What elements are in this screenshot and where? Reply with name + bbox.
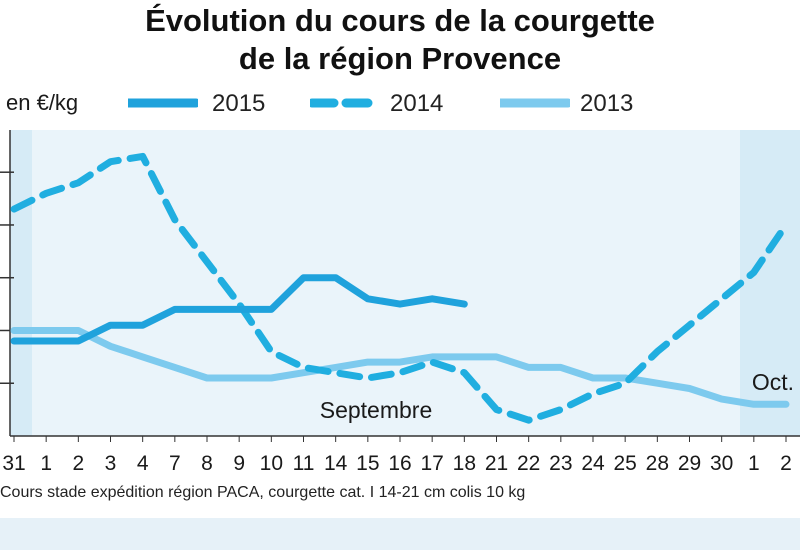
x-tick-label-8: 10 [260, 452, 283, 475]
x-tick-label-22: 30 [710, 452, 733, 475]
x-tick-label-17: 23 [549, 452, 572, 475]
legend-item-2013: 2013 [500, 88, 650, 118]
x-tick-label-1: 1 [40, 452, 52, 475]
x-tick-label-16: 22 [517, 452, 540, 475]
x-tick-label-20: 28 [646, 452, 669, 475]
chart-title: Évolution du cours de la courgette de la… [0, 2, 800, 78]
legend-label-2015: 2015 [212, 90, 266, 117]
x-tick-label-14: 18 [453, 452, 476, 475]
unit-label: en €/kg [6, 90, 79, 115]
annotation-october: Oct. [752, 369, 794, 395]
chart-title-line-1: Évolution du cours de la courgette [145, 3, 655, 38]
x-tick-label-15: 21 [485, 452, 508, 475]
x-tick-label-13: 17 [420, 452, 443, 475]
legend-item-2015: 2015 [128, 88, 268, 118]
chart-title-line-2: de la région Provence [238, 41, 562, 76]
x-tick-label-2: 2 [72, 452, 84, 475]
series-line-2015 [10, 274, 468, 345]
october-shade [740, 130, 800, 436]
x-tick-label-10: 14 [324, 452, 348, 475]
x-tick-label-18: 24 [581, 452, 605, 475]
legend-swatch-2015 [128, 98, 198, 108]
legend-swatch-2014 [310, 98, 380, 108]
legend-label-2014: 2014 [390, 90, 444, 117]
annotation-septembre: Septembre [320, 397, 433, 423]
x-tick-label-11: 15 [356, 452, 379, 475]
legend-swatch-2013 [500, 98, 570, 108]
x-tick-label-21: 29 [678, 452, 701, 475]
bottom-band [0, 518, 800, 550]
x-tick-label-23: 1 [748, 452, 760, 475]
x-tick-label-7: 9 [233, 452, 245, 475]
series-line-2014 [10, 152, 790, 424]
x-tick-label-24: 2 [780, 452, 792, 475]
x-tick-label-0: 31 [2, 452, 25, 475]
x-tick-label-5: 7 [169, 452, 181, 475]
x-tick-label-6: 8 [201, 452, 213, 475]
x-tick-label-3: 3 [105, 452, 117, 475]
legend-item-2014: 2014 [310, 88, 460, 118]
series-line-2013 [10, 327, 790, 408]
x-tick-label-4: 4 [137, 452, 149, 475]
legend-label-2013: 2013 [580, 90, 634, 117]
x-tick-label-9: 11 [293, 452, 315, 475]
august-shade [10, 130, 32, 436]
footnote: Cours stade expédition région PACA, cour… [0, 484, 526, 501]
x-tick-label-19: 25 [613, 452, 636, 475]
x-tick-label-12: 16 [388, 452, 411, 475]
line-chart: 31 1 2 3 4 7 8 9 10 11 14 15 16 17 18 21 22 23 24 25 28 29 30 1… [0, 130, 800, 475]
